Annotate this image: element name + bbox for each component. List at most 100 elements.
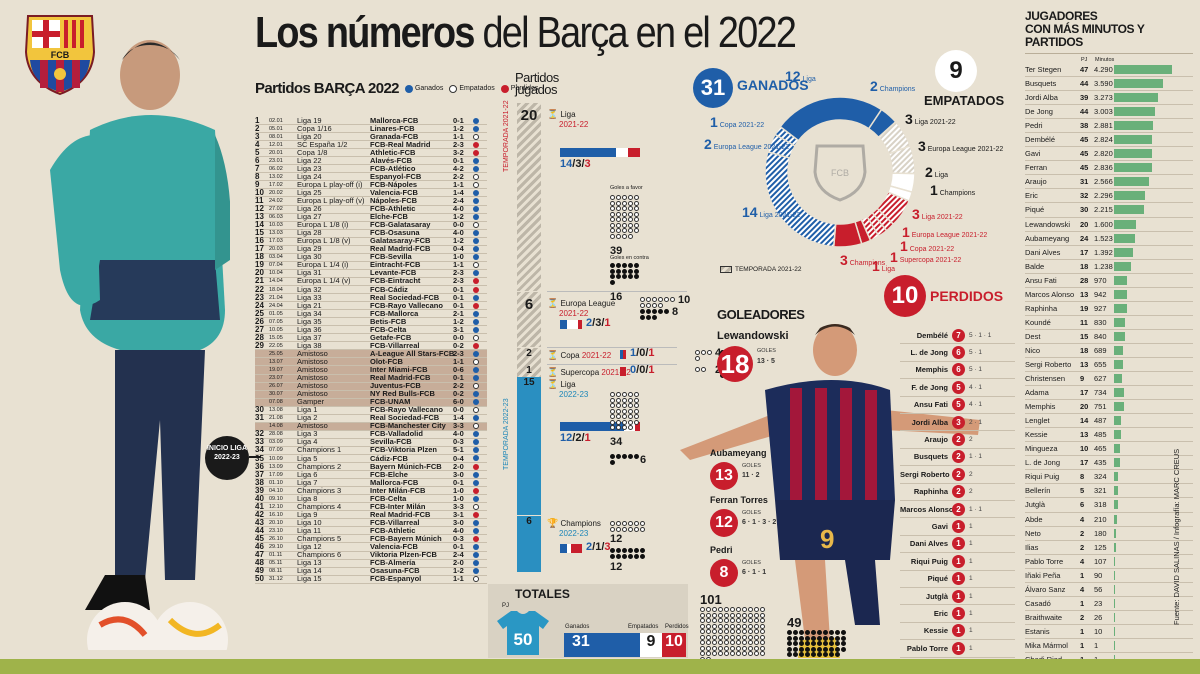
scorer-breakdown: 1 — [969, 592, 973, 600]
match-number: 24 — [255, 300, 264, 310]
scorer-goals: 7 — [952, 328, 965, 342]
lost-breakdown-label: 3 Liga 2021-22 — [912, 206, 963, 222]
match-teams: FCB-Cádiz — [370, 284, 408, 294]
match-teams: FCB-Celta — [370, 324, 407, 334]
player-name: Neto — [1025, 528, 1041, 538]
match-date: 01.05 — [269, 310, 283, 317]
match-row: 29 22.05 Liga 38 FCB-Villarreal 0-2 — [255, 341, 487, 351]
minutes-bar — [1114, 528, 1117, 538]
match-teams: Alavés-FCB — [370, 155, 413, 165]
match-competition: Europa L 1/4 (v) — [297, 276, 351, 286]
result-dot-icon — [473, 206, 479, 213]
scorer-name: Sergi Roberto — [900, 469, 950, 479]
record-bar — [560, 320, 582, 329]
scorer-goals: 1 — [952, 554, 965, 568]
match-score: 3-2 — [453, 147, 464, 157]
match-row: 6 23.01 Liga 22 Alavés-FCB 0-1 — [255, 155, 487, 166]
player-matches: 1 — [1080, 598, 1085, 608]
player-name: Memphis — [1025, 402, 1056, 412]
match-date: 24.02 — [269, 198, 283, 204]
player-matches: 5 — [1080, 486, 1085, 496]
stripe-pattern-icon — [720, 266, 732, 273]
match-score: 0-1 — [453, 292, 464, 302]
player-matches: 32 — [1080, 191, 1089, 201]
player-minutes-row: Dest 15 840 — [1025, 330, 1193, 344]
match-row: 4 12.01 SC España 1/2 FCB-Real Madrid 2-3 — [255, 140, 487, 150]
player-matches: 45 — [1080, 135, 1089, 145]
player-minutes-row: Christensen 9 627 — [1025, 372, 1193, 387]
scorer-goals: 1 — [952, 572, 965, 586]
scorer-breakdown: 5 · 1 — [969, 366, 983, 374]
player-name: Aubameyang — [1025, 233, 1070, 243]
match-competition: Champions 2 — [297, 461, 342, 471]
played-count: 15 — [523, 377, 535, 388]
credit-line: Fuente: DAVID SALINAS / Infografía: MARC… — [1172, 448, 1181, 625]
totals-lost-label: Perdidos — [665, 624, 689, 630]
scorer-breakdown: 1 · 1 — [969, 505, 983, 513]
minutes-bar — [1114, 205, 1144, 215]
result-dot-icon — [473, 262, 479, 269]
goals-against-dots — [787, 630, 847, 657]
match-competition: Liga 24 — [297, 171, 322, 181]
player-matches: 1 — [1080, 626, 1085, 636]
match-competition: Liga 6 — [297, 469, 318, 479]
competition-liga2122: ⏳ Liga 2021-22 — [547, 109, 589, 129]
match-teams: Getafe-FCB — [370, 332, 412, 342]
result-dot-icon — [473, 375, 479, 382]
match-teams: FCB-Nápoles — [370, 179, 418, 189]
match-number: 1 — [255, 115, 260, 125]
drawn-breakdown-label: 1 Champions — [930, 182, 976, 198]
match-score: 3-0 — [453, 469, 464, 479]
match-score: 1-4 — [453, 413, 464, 423]
totals-title: TOTALES — [515, 587, 570, 601]
top-scorer-goals: 12 — [710, 509, 738, 537]
match-number: 27 — [255, 324, 264, 334]
donut-segment — [764, 150, 837, 248]
match-number: 36 — [255, 461, 264, 471]
match-teams: Bayern Múnich-FCB — [370, 461, 442, 471]
player-minutes-row: Bellerín 5 321 — [1025, 484, 1193, 499]
season-2122-legend: TEMPORADA 2021-22 — [720, 266, 801, 273]
match-row: 31 21.08 Liga 2 Real Sociedad-FCB 1-4 — [255, 413, 487, 423]
minutes-header: PJ Minutos — [1081, 57, 1115, 63]
result-dot-icon — [473, 471, 479, 478]
played-block-el2122: 6 — [517, 292, 541, 347]
result-dot-icon — [473, 222, 479, 229]
match-number: 32 — [255, 429, 264, 439]
match-competition: Liga 15 — [297, 574, 322, 584]
match-number: 47 — [255, 550, 264, 560]
match-competition: Champions 1 — [297, 445, 342, 455]
player-minutes: 3.273 — [1094, 93, 1113, 103]
match-number: 44 — [255, 525, 264, 535]
match-teams: FCB-Atlético — [370, 163, 416, 173]
scorer-goals: 2 — [952, 450, 965, 464]
match-date: 21.08 — [269, 415, 283, 422]
match-score: 0-1 — [453, 300, 464, 310]
match-competition: Europa L play-off (v) — [297, 196, 365, 205]
minutes-bar — [1114, 219, 1136, 229]
match-score: 2-0 — [453, 461, 464, 471]
player-matches: 20 — [1080, 219, 1089, 229]
player-minutes: 4.290 — [1094, 65, 1113, 75]
match-date: 14.04 — [269, 278, 283, 285]
scorer-row: Pablo Torre 1 1 — [900, 640, 1015, 658]
goals-for-value: 4 — [715, 347, 722, 359]
match-teams: Real Madrid-FCB — [370, 509, 431, 519]
top-scorer-name: Aubameyang — [710, 448, 767, 458]
player-name: Abde — [1025, 514, 1043, 524]
record-value: 2/1/3 — [586, 541, 611, 553]
player-minutes-row: Neto 2 180 — [1025, 527, 1193, 541]
match-competition: Liga 37 — [297, 332, 322, 342]
match-date: 16.10 — [269, 511, 283, 518]
player-minutes: 321 — [1094, 486, 1107, 496]
scorer-goals: 6 — [952, 363, 965, 377]
match-number: 8 — [255, 171, 260, 181]
scorer-breakdown: 1 — [969, 644, 973, 652]
minutes-bar — [1114, 612, 1115, 622]
scorer-name: Gavi — [931, 522, 948, 532]
match-number: 28 — [255, 332, 264, 342]
player-minutes-row: Kessie 13 485 — [1025, 428, 1193, 443]
match-competition: Liga 20 — [297, 131, 322, 141]
totals-drawn-label: Empatados — [628, 624, 659, 630]
match-competition: Amistoso — [297, 356, 328, 366]
